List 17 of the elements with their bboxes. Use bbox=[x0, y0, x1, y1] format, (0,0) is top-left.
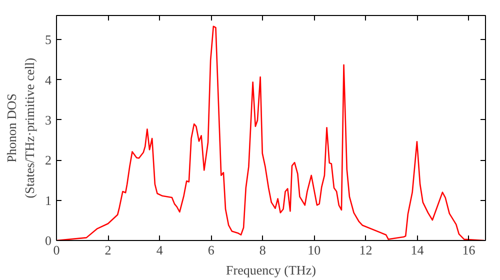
x-tick-label: 14 bbox=[410, 242, 424, 258]
y-tick-label: 5 bbox=[45, 32, 52, 48]
y-tick-label: 2 bbox=[45, 152, 52, 168]
line-series bbox=[56, 26, 485, 240]
y-tick-label: 1 bbox=[45, 192, 52, 208]
x-tick-label: 6 bbox=[208, 242, 215, 258]
x-tick-label: 10 bbox=[308, 242, 321, 258]
x-tick-label: 8 bbox=[259, 242, 266, 258]
y-tick-label: 0 bbox=[45, 233, 52, 248]
x-tick-label: 2 bbox=[104, 242, 112, 258]
x-axis-title: Frequency (THz) bbox=[226, 262, 316, 278]
x-tick-label: 16 bbox=[462, 242, 476, 258]
y-tick-label: 4 bbox=[45, 72, 52, 88]
y-tick-label: 3 bbox=[45, 112, 52, 128]
x-tick-label: 4 bbox=[156, 242, 164, 258]
y-axis-title: Phonon DOS (States/THz·primitive cell) bbox=[4, 58, 37, 198]
x-tick-label: 12 bbox=[359, 242, 372, 258]
